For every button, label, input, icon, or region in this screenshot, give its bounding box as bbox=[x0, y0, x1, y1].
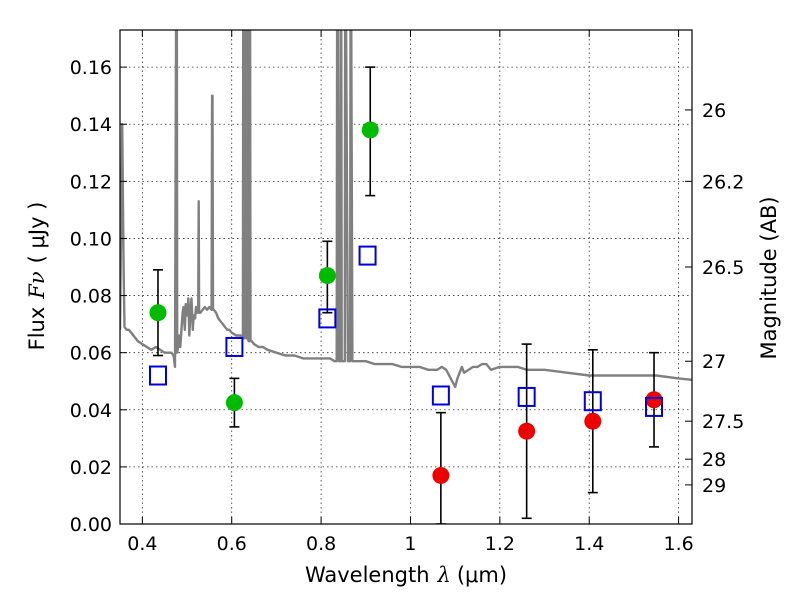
model_photometry-point bbox=[318, 308, 337, 329]
model_photometry-point bbox=[517, 386, 536, 407]
magnitude-tick-label: 29 bbox=[702, 475, 726, 497]
y-tick-label: 0.06 bbox=[70, 343, 112, 365]
model_photometry-point bbox=[583, 391, 602, 412]
nir_measurements-point bbox=[584, 412, 602, 430]
y-tick-label: 0.14 bbox=[70, 114, 112, 136]
y-tick-label: 0.08 bbox=[70, 286, 112, 308]
y-tick-label: 0.16 bbox=[70, 57, 112, 79]
x-tick-label: 1 bbox=[404, 533, 416, 555]
plot-frame bbox=[119, 29, 693, 525]
detections-point bbox=[318, 267, 336, 285]
y-tick-label: 0.04 bbox=[70, 400, 112, 422]
data-markers bbox=[148, 121, 664, 484]
x-tick-label: 1.4 bbox=[574, 533, 604, 555]
x-axis-label: Wavelength λ (μm) bbox=[305, 563, 507, 587]
model_photometry-point bbox=[431, 385, 450, 406]
magnitude-tick-label: 26 bbox=[702, 100, 726, 122]
nir_measurements-point bbox=[432, 466, 450, 484]
y-axis-label: FluxFν( μJy ) bbox=[25, 202, 49, 351]
spectrum-line bbox=[120, 30, 692, 389]
magnitude-tick-label: 28 bbox=[702, 449, 726, 471]
detections-point bbox=[149, 304, 167, 322]
model_photometry-point bbox=[225, 336, 244, 357]
model_photometry-point bbox=[358, 245, 377, 266]
detections-point bbox=[361, 121, 379, 139]
magnitude-tick-label: 27 bbox=[702, 351, 726, 373]
x-tick-label: 0.8 bbox=[306, 533, 336, 555]
y-tick-label: 0.12 bbox=[70, 171, 112, 193]
x-tick-label: 0.4 bbox=[127, 533, 157, 555]
y-tick-label: 0.02 bbox=[70, 457, 112, 479]
y-tick-label: 0.00 bbox=[70, 514, 112, 536]
y-tick-label: 0.10 bbox=[70, 228, 112, 250]
magnitude-tick-label: 26.5 bbox=[702, 257, 744, 279]
x-tick-label: 1.2 bbox=[485, 533, 515, 555]
model_photometry-point bbox=[148, 365, 167, 386]
magnitude-tick-label: 26.2 bbox=[702, 171, 744, 193]
nir_measurements-point bbox=[645, 391, 663, 409]
magnitude-tick-label: 27.5 bbox=[702, 411, 744, 433]
grid bbox=[120, 30, 692, 525]
model-spectrum bbox=[120, 30, 692, 389]
axis-ticks: 0.4 0.6 0.8 1 1.2 1.4 1.6 0.00 0.02 0.04 0.06 0.08 0… bbox=[70, 30, 744, 555]
x-tick-label: 0.6 bbox=[217, 533, 247, 555]
x-tick-label: 1.6 bbox=[663, 533, 693, 555]
detections-point bbox=[225, 394, 243, 412]
model_photometry-point bbox=[645, 396, 664, 417]
magnitude-axis-label: Magnitude (AB) bbox=[757, 196, 781, 359]
nir_measurements-point bbox=[518, 422, 536, 440]
